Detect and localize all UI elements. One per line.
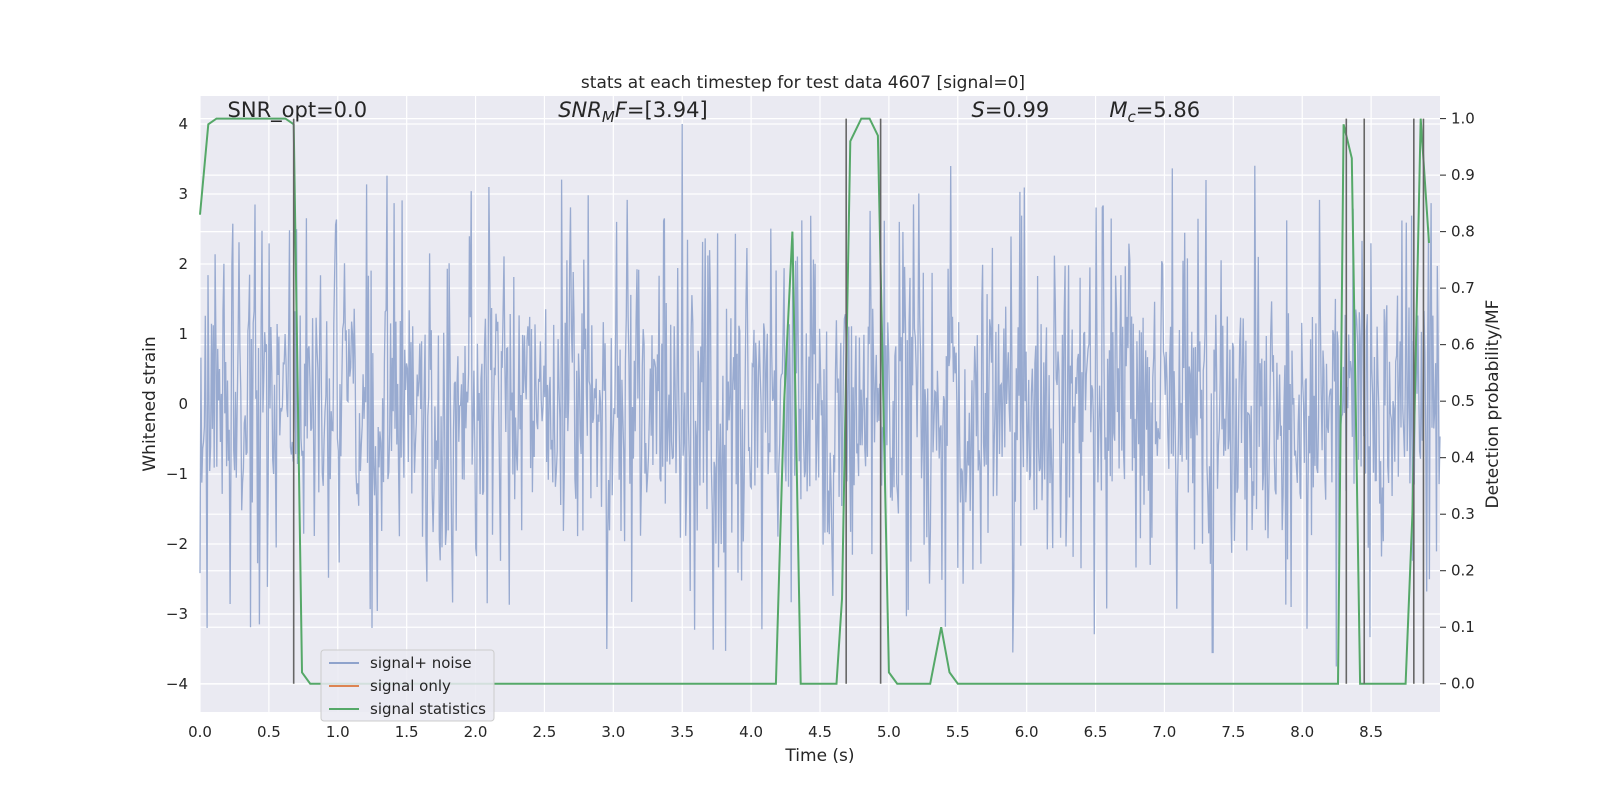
chart-title: stats at each timestep for test data 460… xyxy=(581,73,1025,93)
x-tick-label: 5.5 xyxy=(946,723,970,741)
grid-lines xyxy=(199,96,1440,712)
noise-series-line xyxy=(199,123,1441,667)
annotations: SNR_opt=0.0 SNRMF=[3.94] S=0.99 Mc=5.86 xyxy=(228,98,1201,126)
axis-ticks: 0.0 0.5 1.0 1.5 2.0 2.5 3.0 3.5 4.0 4.5 5.0 5.5 6.0 6… xyxy=(166,110,1475,741)
x-tick-label: 3.5 xyxy=(670,723,694,741)
annotation-1: SNRMF=[3.94] xyxy=(558,98,707,126)
y-tick-label: 0 xyxy=(178,395,188,413)
statistics-series-line xyxy=(199,117,1430,685)
noise-trace xyxy=(199,123,1441,667)
x-tick-label: 1.0 xyxy=(326,723,350,741)
y2-tick-label: 0.8 xyxy=(1451,223,1475,241)
legend-label-statistics: signal statistics xyxy=(370,700,486,718)
x-tick-label: 7.5 xyxy=(1221,723,1245,741)
y2-tick-label: 0.3 xyxy=(1451,505,1475,523)
y2-tick-label: 0.9 xyxy=(1451,166,1475,184)
y2-axis-label: Detection probability/MF xyxy=(1483,300,1503,509)
x-axis-label: Time (s) xyxy=(784,746,854,766)
x-tick-label: 2.0 xyxy=(464,723,488,741)
y2-tick-label: 0.5 xyxy=(1451,392,1475,410)
annotation-0: SNR_opt=0.0 xyxy=(228,98,368,123)
x-tick-label: 1.5 xyxy=(395,723,419,741)
y-tick-label: 1 xyxy=(178,325,188,343)
y2-tick-label: 0.6 xyxy=(1451,336,1475,354)
y2-tick-label: 0.0 xyxy=(1451,675,1475,693)
x-tick-label: 3.0 xyxy=(601,723,625,741)
y2-tick-label: 0.7 xyxy=(1451,279,1475,297)
x-tick-label: 8.0 xyxy=(1290,723,1314,741)
detection-markers xyxy=(292,118,1425,684)
y2-tick-label: 0.2 xyxy=(1451,562,1475,580)
annotation-3: Mc=5.86 xyxy=(1109,98,1200,126)
x-tick-label: 4.0 xyxy=(739,723,763,741)
y-tick-label: −3 xyxy=(166,605,188,623)
y-tick-label: −2 xyxy=(166,535,188,553)
x-tick-label: 8.5 xyxy=(1359,723,1383,741)
x-tick-label: 0.0 xyxy=(188,723,212,741)
x-tick-label: 6.0 xyxy=(1015,723,1039,741)
y-tick-label: 3 xyxy=(178,185,188,203)
y-tick-label: −1 xyxy=(166,465,188,483)
x-tick-label: 2.5 xyxy=(533,723,557,741)
x-tick-label: 4.5 xyxy=(808,723,832,741)
x-tick-label: 5.0 xyxy=(877,723,901,741)
legend-label-signal: signal only xyxy=(370,677,451,695)
y-tick-label: 4 xyxy=(178,115,188,133)
legend-label-noise: signal+ noise xyxy=(370,654,472,672)
y-tick-label: −4 xyxy=(166,675,188,693)
annotation-2: S=0.99 xyxy=(972,98,1050,122)
statistic-trace xyxy=(199,117,1430,685)
x-tick-label: 7.0 xyxy=(1153,723,1177,741)
y-tick-label: 2 xyxy=(178,255,188,273)
y2-tick-label: 1.0 xyxy=(1451,110,1475,128)
y2-tick-label: 0.4 xyxy=(1451,449,1475,467)
legend: signal+ noise signal only signal statist… xyxy=(320,649,495,722)
y2-tick-label: 0.1 xyxy=(1451,618,1475,636)
x-tick-label: 0.5 xyxy=(257,723,281,741)
legend-box xyxy=(320,649,495,722)
x-tick-label: 6.5 xyxy=(1084,723,1108,741)
y-axis-label: Whitened strain xyxy=(140,336,160,471)
